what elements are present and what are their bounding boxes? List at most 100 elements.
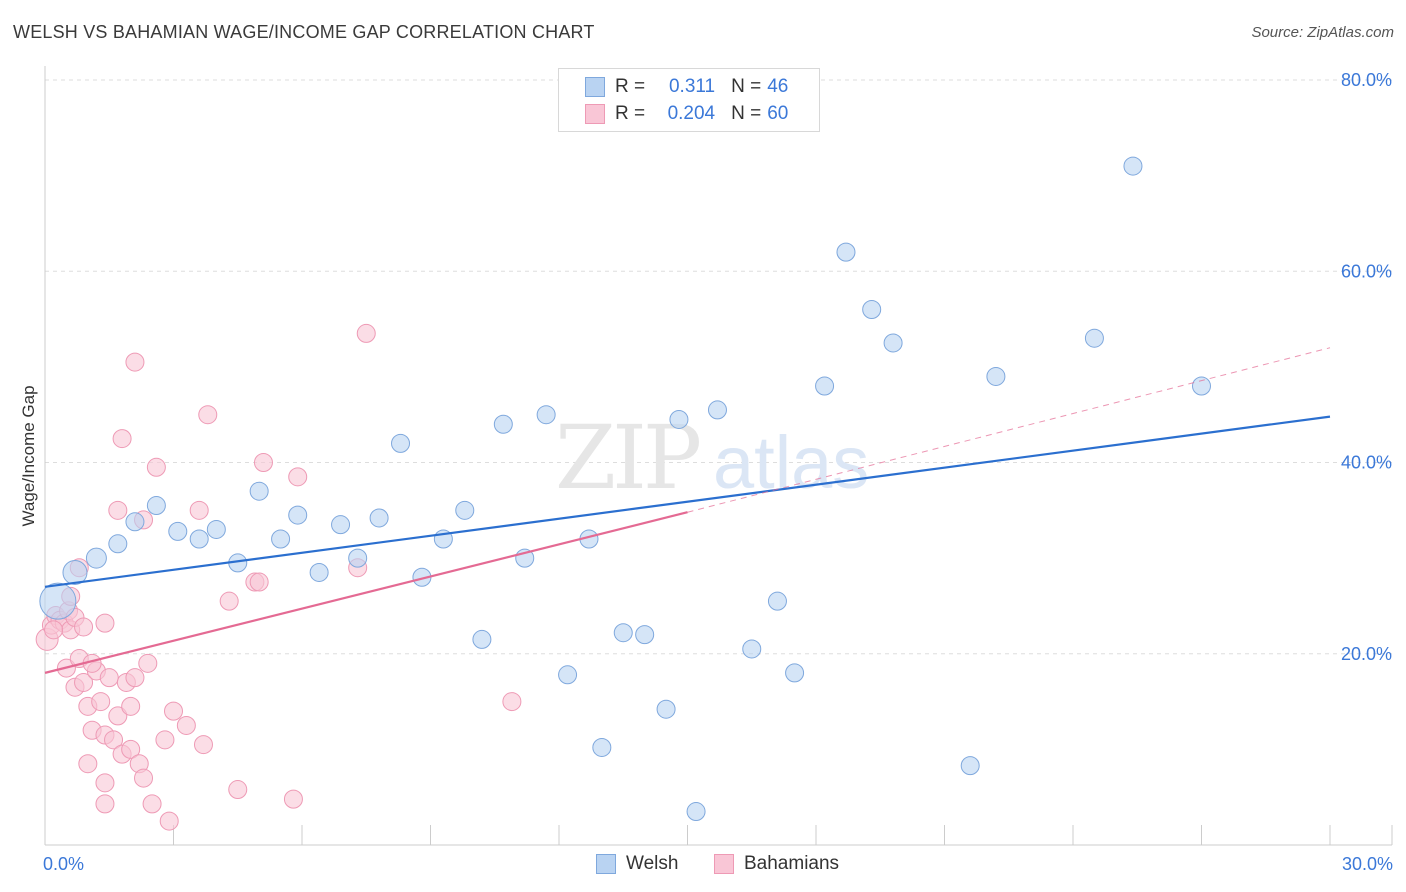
x-tick-label: 30.0% (1342, 854, 1393, 874)
welsh-point (669, 409, 689, 429)
bahamians-trend-extension (687, 347, 1331, 513)
bahamians-r-value: 0.204 (667, 103, 716, 124)
bahamians-point (91, 692, 111, 712)
trend-lines (44, 347, 1331, 674)
welsh-point (558, 665, 578, 685)
bahamians-point (193, 735, 213, 755)
welsh-point (656, 699, 676, 719)
n-label: N = (731, 76, 762, 97)
bahamians-point (164, 701, 183, 721)
bahamians-point (198, 405, 218, 425)
bahamians-point (125, 352, 145, 372)
tick-labels: 20.0% 40.0% 60.0% 80.0% 0.0% 30.0% (43, 70, 1393, 874)
bahamians-point (78, 754, 98, 774)
welsh-point (1192, 376, 1211, 396)
bahamians-point (288, 467, 308, 487)
legend-row-bahamians: R = 0.204 N = 60 (559, 101, 788, 127)
watermark: ZIP atlas (555, 406, 869, 509)
bahamians-point (146, 457, 166, 477)
welsh-point (986, 366, 1006, 386)
welsh-point (62, 559, 88, 585)
welsh-point (1084, 328, 1104, 348)
bahamians-point (502, 692, 522, 712)
y-tick-label: 40.0% (1341, 453, 1392, 473)
source-credit: Source: ZipAtlas.com (1251, 24, 1394, 41)
bahamians-point (95, 613, 115, 633)
welsh-point (125, 512, 145, 532)
legend-item-welsh[interactable]: Welsh (596, 850, 678, 878)
welsh-point (249, 481, 269, 501)
welsh-point (309, 562, 329, 582)
bahamians-swatch (585, 104, 605, 124)
welsh-point (686, 802, 706, 822)
welsh-point (331, 515, 351, 535)
correlation-legend: R = 0.311 N = 46 R = 0.204 N = 60 (558, 68, 820, 132)
bahamians-point (125, 668, 145, 688)
welsh-point (146, 496, 166, 516)
r-label: R = (615, 103, 646, 124)
bahamians-point (74, 617, 94, 637)
bahamians-point (112, 429, 132, 449)
bahamians-legend-swatch (714, 854, 734, 874)
welsh-point (472, 629, 492, 649)
welsh-point (391, 433, 411, 453)
welsh-point (767, 591, 787, 611)
welsh-point (862, 300, 882, 319)
welsh-swatch (585, 77, 605, 97)
welsh-legend-label: Welsh (626, 853, 679, 874)
bahamians-point (95, 773, 115, 793)
r-label: R = (615, 76, 646, 97)
welsh-point (1123, 156, 1143, 176)
y-tick-label: 20.0% (1341, 644, 1392, 664)
welsh-point (369, 508, 389, 528)
y-axis-label: Wage/Income Gap (19, 385, 38, 526)
welsh-trend-line (44, 415, 1331, 588)
bahamians-point (95, 794, 115, 814)
bahamians-point (283, 789, 303, 809)
welsh-point (85, 547, 107, 569)
bahamians-point (99, 668, 119, 688)
welsh-point (493, 414, 513, 434)
welsh-point (815, 376, 835, 396)
welsh-points (39, 156, 1211, 822)
welsh-point (536, 405, 556, 425)
welsh-point (288, 505, 308, 525)
watermark-atlas: atlas (713, 421, 869, 504)
welsh-point (635, 625, 655, 645)
bahamians-point (104, 730, 124, 750)
welsh-point (613, 623, 633, 643)
bahamians-point (121, 696, 141, 716)
welsh-n-value: 46 (767, 76, 789, 97)
welsh-point (707, 400, 727, 420)
welsh-point (592, 737, 612, 757)
bahamians-legend-label: Bahamians (744, 853, 840, 874)
bahamians-points (35, 323, 522, 831)
legend-item-bahamians[interactable]: Bahamians (714, 850, 839, 878)
bahamians-point (176, 715, 196, 735)
bahamians-point (253, 453, 273, 472)
welsh-point (189, 529, 209, 549)
bahamians-point (159, 811, 179, 831)
welsh-point (39, 582, 77, 620)
chart-title: WELSH VS BAHAMIAN WAGE/INCOME GAP CORREL… (13, 22, 595, 42)
bahamians-point (138, 653, 158, 673)
grid-lines (45, 79, 1392, 655)
bahamians-point (356, 323, 376, 343)
welsh-point (960, 756, 980, 776)
welsh-point (836, 242, 856, 262)
x-tick-label: 0.0% (43, 854, 84, 874)
y-tick-label: 60.0% (1341, 261, 1392, 281)
series-legend: Welsh Bahamians (0, 850, 1406, 880)
bahamians-point (134, 768, 154, 788)
legend-row-welsh: R = 0.311 N = 46 (559, 74, 788, 100)
bahamians-point (108, 500, 128, 520)
bahamians-point (142, 794, 162, 814)
welsh-point (348, 548, 368, 568)
welsh-legend-swatch (596, 854, 616, 874)
n-label: N = (731, 103, 762, 124)
bahamians-point (189, 500, 209, 520)
welsh-point (168, 521, 188, 541)
welsh-point (206, 519, 226, 539)
welsh-point (271, 529, 291, 549)
